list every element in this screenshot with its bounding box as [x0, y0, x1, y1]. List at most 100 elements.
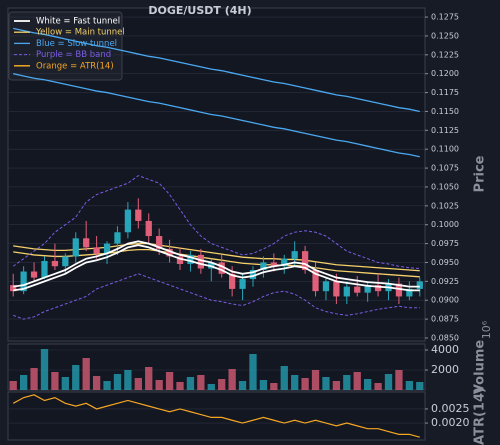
candle-body — [416, 281, 423, 289]
candle-body — [322, 281, 330, 292]
atr-panel — [7, 391, 426, 441]
y-tick-label: 0.0850 — [431, 333, 459, 342]
volume-bar — [19, 375, 28, 390]
candle-body — [374, 285, 382, 292]
candle-body — [260, 262, 267, 271]
candle-body — [166, 248, 173, 257]
volume-bar — [165, 372, 174, 390]
y-tick-label: 2000 — [431, 363, 459, 376]
candle-body — [218, 262, 225, 274]
volume-bar — [124, 370, 132, 390]
y-tick-label: 0.1225 — [431, 50, 459, 59]
volume-bar — [218, 379, 226, 390]
candle-body — [41, 260, 48, 278]
candle-body — [20, 271, 27, 292]
candle-body — [301, 251, 309, 271]
volume-bar — [228, 369, 236, 390]
volume-bar — [103, 381, 111, 390]
volume-bar — [249, 354, 257, 390]
volume-bar — [270, 383, 278, 390]
y-tick-label: 0.1050 — [431, 182, 459, 191]
volume-bar — [186, 377, 195, 390]
candle-body — [291, 251, 298, 259]
overlay-line — [13, 73, 420, 158]
y-tick-label: 0.1150 — [431, 107, 459, 116]
y-tick-label: 0.0925 — [431, 277, 459, 286]
volume-bar — [82, 358, 90, 390]
volume-bar — [311, 370, 320, 390]
y-tick-label: 0.0025 — [431, 402, 470, 415]
volume-panel — [7, 343, 426, 391]
volume-bar — [145, 367, 153, 390]
candle-body — [135, 209, 142, 221]
y-tick-label: 0.1125 — [431, 126, 459, 135]
legend-label: Blue = Slow tunnel — [36, 39, 117, 49]
candle-body — [343, 286, 350, 297]
y-tick-label: 0.1200 — [431, 69, 459, 78]
volume-bar — [61, 377, 69, 390]
volume-bar — [92, 376, 101, 390]
legend-label: Purple = BB band — [36, 50, 111, 60]
legend-label: Yellow = Main tunnel — [35, 28, 125, 38]
overlay-line — [13, 242, 420, 272]
candle-body — [145, 220, 152, 237]
candle-body — [197, 254, 204, 269]
y-tick-label: 4000 — [431, 343, 459, 356]
overlay-line — [12, 175, 420, 270]
volume-bar — [155, 380, 163, 390]
candle-body — [406, 288, 413, 297]
candle-body — [83, 238, 90, 248]
volume-bar — [353, 372, 361, 390]
volume-bar — [30, 368, 38, 390]
candle-body — [93, 247, 100, 254]
y-tick-label: 0.1275 — [431, 13, 459, 22]
volume-bar — [197, 375, 205, 390]
y-tick-label: 0.0975 — [431, 239, 459, 248]
candle-body — [124, 209, 132, 233]
volume-bar — [9, 381, 17, 390]
candle-body — [249, 270, 257, 280]
y-tick-label: 0.1000 — [431, 220, 459, 229]
candle-body — [270, 262, 277, 267]
volume-bar — [322, 377, 330, 390]
candle-body — [239, 279, 246, 289]
overlay-line — [13, 240, 420, 288]
candle-body — [364, 285, 371, 293]
candle-body — [281, 258, 288, 267]
candle-body — [51, 260, 59, 267]
overlay-line — [13, 27, 420, 113]
chart-title: DOGE/USDT (4H) — [148, 4, 251, 17]
candle-body — [312, 270, 319, 292]
volume-bar — [176, 382, 184, 390]
candle-body — [156, 236, 163, 249]
volume-bar — [280, 366, 288, 390]
offset-label: 10⁶ — [480, 320, 493, 339]
overlay-line — [13, 244, 420, 292]
y-tick-label: 0.0875 — [431, 315, 459, 324]
candle-body — [333, 281, 340, 297]
y-tick-label: 0.1100 — [431, 145, 459, 154]
volume-bar — [40, 349, 49, 390]
volume-bar — [374, 383, 382, 390]
candle-body — [103, 243, 111, 254]
candle-body — [187, 254, 194, 264]
volume-bar — [72, 365, 80, 390]
volume-bar — [207, 384, 215, 390]
overlay-line — [13, 248, 420, 278]
volume-bar — [384, 374, 393, 390]
volume-bar — [51, 372, 59, 390]
legend-label: Orange = ATR(14) — [36, 61, 114, 71]
candle-body — [10, 285, 17, 292]
volume-bar — [405, 381, 414, 390]
legend-label: White = Fast tunnel — [36, 17, 120, 27]
candle-body — [395, 283, 403, 297]
legend — [8, 11, 123, 81]
volume-bar — [113, 374, 122, 390]
y-tick-label: 0.1175 — [431, 88, 459, 97]
volume-bar — [416, 382, 424, 390]
volume-bar — [134, 378, 142, 390]
candle-body — [72, 238, 79, 257]
volume-bar — [395, 370, 403, 390]
y-axis-label: ATR(14) — [473, 387, 488, 445]
